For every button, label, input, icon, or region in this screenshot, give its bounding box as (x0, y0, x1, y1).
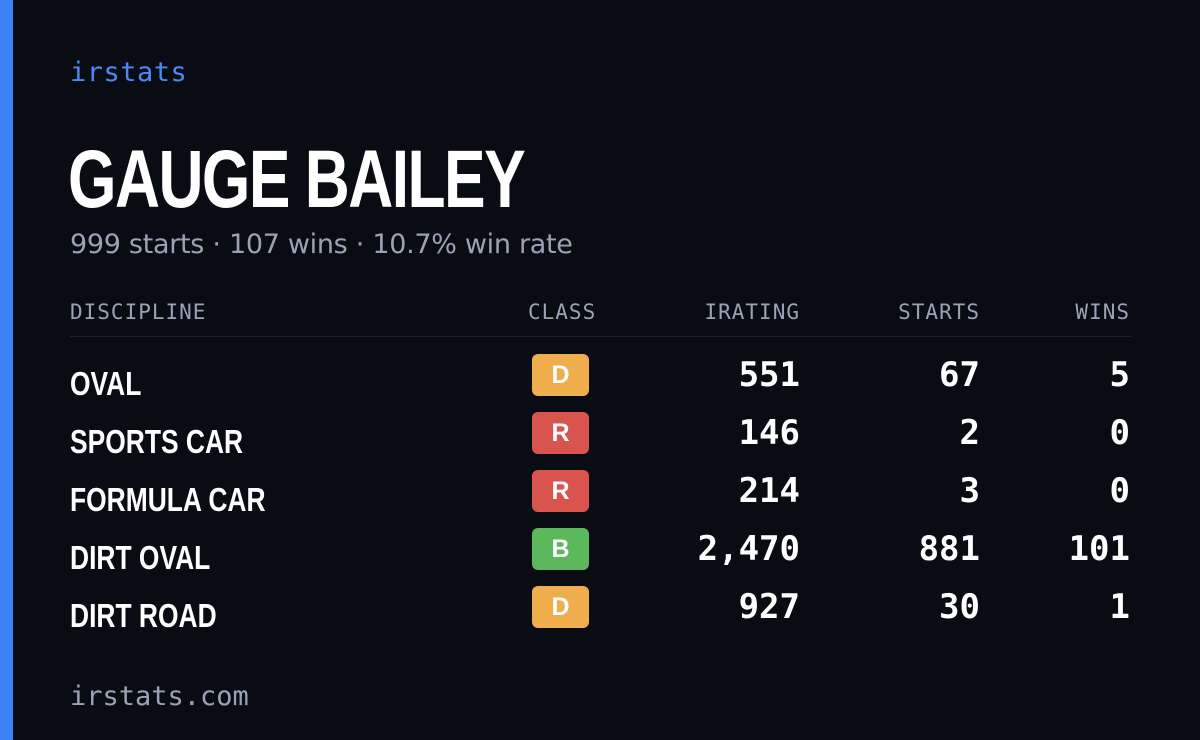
starts-value: 67 (939, 355, 980, 395)
summary-separator: · (212, 229, 221, 260)
discipline-stats-table: DISCIPLINE CLASS IRATING STARTS WINS OVA… (70, 296, 1132, 643)
starts-value: 3 (959, 471, 980, 511)
license-class-badge: B (532, 528, 589, 570)
wins-value: 1 (1109, 587, 1130, 627)
table-header: DISCIPLINE CLASS IRATING STARTS WINS (70, 296, 1132, 337)
table-row: OVAL D 551 67 5 (70, 353, 1132, 411)
table-row: DIRT OVAL B 2,470 881 101 (70, 527, 1132, 585)
discipline-name: OVAL (70, 365, 142, 402)
irating-value: 2,470 (697, 529, 800, 569)
starts-value: 2 (959, 413, 980, 453)
footer-url: irstats.com (70, 681, 249, 712)
header-starts: STARTS (898, 300, 980, 324)
header-wins: WINS (1075, 300, 1130, 324)
wins-value: 101 (1068, 529, 1130, 569)
discipline-name: FORMULA CAR (70, 481, 266, 518)
starts-value: 881 (918, 529, 980, 569)
irating-value: 146 (738, 413, 800, 453)
discipline-name: DIRT ROAD (70, 597, 217, 634)
table-row: SPORTS CAR R 146 2 0 (70, 411, 1132, 469)
license-class-badge: D (532, 586, 589, 628)
header-irating: IRATING (704, 300, 800, 324)
summary-separator: · (355, 229, 365, 260)
table-row: FORMULA CAR R 214 3 0 (70, 469, 1132, 527)
table-body: OVAL D 551 67 5 SPORTS CAR R 146 2 0 FOR… (70, 353, 1132, 643)
accent-bar (0, 0, 13, 740)
wins-value: 0 (1109, 471, 1130, 511)
license-class-badge: D (532, 354, 589, 396)
wins-value: 0 (1109, 413, 1130, 453)
wins-value: 5 (1109, 355, 1130, 395)
driver-summary: 999 starts · 107 wins · 10.7% win rate (70, 228, 573, 262)
brand-logo-text: irstats (70, 57, 188, 88)
wins-summary: 107 wins (228, 229, 348, 260)
irating-value: 551 (738, 355, 800, 395)
irating-value: 927 (738, 587, 800, 627)
irating-value: 214 (738, 471, 800, 511)
license-class-badge: R (532, 470, 589, 512)
driver-name: GAUGE BAILEY (68, 134, 526, 225)
license-class-badge: R (532, 412, 589, 454)
discipline-name: SPORTS CAR (70, 423, 244, 460)
header-class: CLASS (528, 300, 597, 324)
table-row: DIRT ROAD D 927 30 1 (70, 585, 1132, 643)
header-discipline: DISCIPLINE (70, 300, 207, 324)
win-rate-summary: 10.7% win rate (372, 229, 573, 260)
starts-value: 30 (939, 587, 980, 627)
discipline-name: DIRT OVAL (70, 539, 211, 576)
starts-summary: 999 starts (70, 229, 205, 260)
